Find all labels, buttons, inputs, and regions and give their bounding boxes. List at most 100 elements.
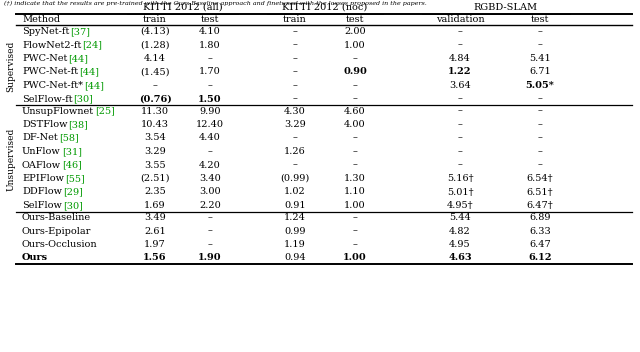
Text: –: – [207, 81, 212, 90]
Text: –: – [538, 27, 543, 36]
Text: 4.84: 4.84 [449, 54, 471, 63]
Text: 3.54: 3.54 [144, 133, 166, 143]
Text: DSTFlow: DSTFlow [22, 120, 67, 129]
Text: 4.20: 4.20 [199, 161, 221, 170]
Text: 0.99: 0.99 [284, 226, 306, 235]
Text: test: test [201, 15, 220, 25]
Text: –: – [458, 147, 463, 156]
Text: –: – [458, 161, 463, 170]
Text: –: – [292, 94, 298, 103]
Text: 3.29: 3.29 [144, 147, 166, 156]
Text: [58]: [58] [59, 133, 79, 143]
Text: 5.41: 5.41 [529, 54, 551, 63]
Text: –: – [538, 107, 543, 115]
Text: –: – [292, 54, 298, 63]
Text: 1.19: 1.19 [284, 240, 306, 249]
Text: 6.54†: 6.54† [527, 174, 554, 183]
Text: –: – [292, 27, 298, 36]
Text: 4.14: 4.14 [144, 54, 166, 63]
Text: 6.12: 6.12 [528, 253, 552, 263]
Text: 5.01†: 5.01† [447, 188, 474, 196]
Text: –: – [353, 133, 357, 143]
Text: 3.55: 3.55 [144, 161, 166, 170]
Text: [38]: [38] [68, 120, 88, 129]
Text: –: – [292, 161, 298, 170]
Text: –: – [292, 133, 298, 143]
Text: [44]: [44] [79, 68, 99, 76]
Text: –: – [353, 94, 357, 103]
Text: 0.91: 0.91 [284, 201, 306, 210]
Text: (†) indicate that the results are pre-trained with the Ours-Baseline approach an: (†) indicate that the results are pre-tr… [4, 1, 427, 6]
Text: 1.80: 1.80 [199, 40, 221, 50]
Text: 11.30: 11.30 [141, 107, 169, 115]
Text: 4.60: 4.60 [344, 107, 366, 115]
Text: 1.69: 1.69 [144, 201, 166, 210]
Text: DDFlow: DDFlow [22, 188, 62, 196]
Text: 1.00: 1.00 [344, 40, 366, 50]
Text: –: – [292, 81, 298, 90]
Text: 1.02: 1.02 [284, 188, 306, 196]
Text: Ours-Occlusion: Ours-Occlusion [22, 240, 98, 249]
Text: PWC-Net-ft: PWC-Net-ft [22, 68, 78, 76]
Text: –: – [353, 161, 357, 170]
Text: 6.33: 6.33 [529, 226, 551, 235]
Text: 10.43: 10.43 [141, 120, 169, 129]
Text: OAFlow: OAFlow [22, 161, 61, 170]
Text: 0.90: 0.90 [343, 68, 367, 76]
Text: [44]: [44] [84, 81, 104, 90]
Text: 6.71: 6.71 [529, 68, 551, 76]
Text: test: test [346, 15, 364, 25]
Text: 1.70: 1.70 [199, 68, 221, 76]
Text: 3.40: 3.40 [199, 174, 221, 183]
Text: Ours-Epipolar: Ours-Epipolar [22, 226, 92, 235]
Text: [24]: [24] [83, 40, 102, 50]
Text: Ours-Baseline: Ours-Baseline [22, 213, 91, 222]
Text: 1.24: 1.24 [284, 213, 306, 222]
Text: 6.89: 6.89 [529, 213, 551, 222]
Text: –: – [353, 226, 357, 235]
Text: –: – [207, 54, 212, 63]
Text: 12.40: 12.40 [196, 120, 224, 129]
Text: –: – [353, 54, 357, 63]
Text: 3.29: 3.29 [284, 120, 306, 129]
Text: 1.50: 1.50 [198, 94, 222, 103]
Text: 4.40: 4.40 [199, 133, 221, 143]
Text: –: – [538, 94, 543, 103]
Text: 5.44: 5.44 [449, 213, 471, 222]
Text: 3.49: 3.49 [144, 213, 166, 222]
Text: [44]: [44] [68, 54, 88, 63]
Text: 5.16†: 5.16† [447, 174, 474, 183]
Text: 1.56: 1.56 [143, 253, 167, 263]
Text: [30]: [30] [63, 201, 83, 210]
Text: DF-Net: DF-Net [22, 133, 58, 143]
Text: –: – [353, 81, 357, 90]
Text: –: – [458, 40, 463, 50]
Text: (0.76): (0.76) [139, 94, 172, 103]
Text: 1.22: 1.22 [448, 68, 472, 76]
Text: –: – [207, 147, 212, 156]
Text: PWC-Net-ft*: PWC-Net-ft* [22, 81, 83, 90]
Text: –: – [458, 94, 463, 103]
Text: 6.47†: 6.47† [527, 201, 554, 210]
Text: –: – [207, 226, 212, 235]
Text: 3.00: 3.00 [199, 188, 221, 196]
Text: 2.61: 2.61 [144, 226, 166, 235]
Text: –: – [292, 68, 298, 76]
Text: train: train [143, 15, 167, 25]
Text: [25]: [25] [95, 107, 115, 115]
Text: [31]: [31] [61, 147, 82, 156]
Text: 4.10: 4.10 [199, 27, 221, 36]
Text: (4.13): (4.13) [140, 27, 170, 36]
Text: 2.20: 2.20 [199, 201, 221, 210]
Text: –: – [207, 240, 212, 249]
Text: (2.51): (2.51) [140, 174, 170, 183]
Text: –: – [538, 40, 543, 50]
Text: SelFlow-ft: SelFlow-ft [22, 94, 72, 103]
Text: Supervised: Supervised [6, 40, 15, 92]
Text: [37]: [37] [70, 27, 90, 36]
Text: SpyNet-ft: SpyNet-ft [22, 27, 69, 36]
Text: test: test [531, 15, 549, 25]
Text: SelFlow: SelFlow [22, 201, 62, 210]
Text: 2.00: 2.00 [344, 27, 366, 36]
Text: 4.00: 4.00 [344, 120, 366, 129]
